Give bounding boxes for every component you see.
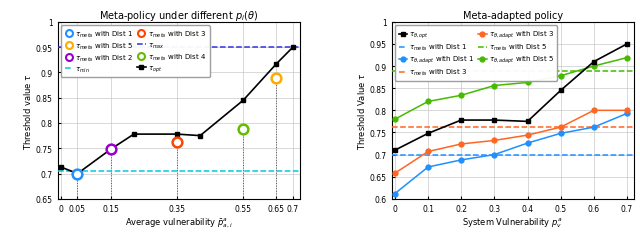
X-axis label: Average vulnerability $\bar{p}_{a,i}^a$: Average vulnerability $\bar{p}_{a,i}^a$ <box>125 216 232 229</box>
Legend: $\tau_{\theta,opt}$, $\tau_{meta}$ with Dist 1, $\tau_{\theta,adapt}$ with Dist : $\tau_{\theta,opt}$, $\tau_{meta}$ with … <box>395 26 557 81</box>
Y-axis label: Threshold value $\tau$: Threshold value $\tau$ <box>22 73 33 149</box>
X-axis label: System Vulnerability $p_v^a$: System Vulnerability $p_v^a$ <box>462 216 563 229</box>
Title: Meta-policy under different $p_i(\theta)$: Meta-policy under different $p_i(\theta)… <box>99 9 258 22</box>
Y-axis label: Threshold Value $\tau$: Threshold Value $\tau$ <box>356 72 367 149</box>
Legend: $\tau_{meta}$ with Dist 1, $\tau_{meta}$ with Dist 5, $\tau_{meta}$ with Dist 2,: $\tau_{meta}$ with Dist 1, $\tau_{meta}$… <box>61 26 209 78</box>
Title: Meta-adapted policy: Meta-adapted policy <box>463 11 563 20</box>
